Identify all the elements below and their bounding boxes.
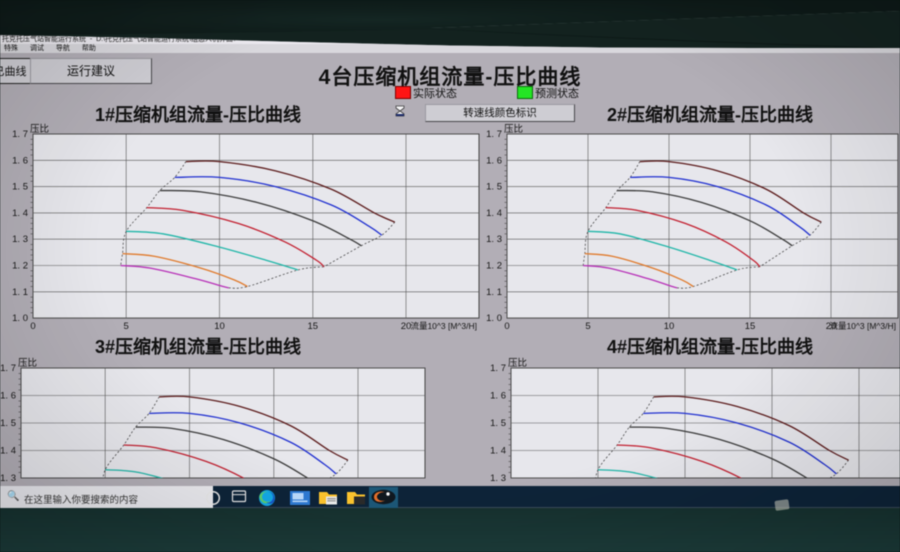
svg-text:1. 0: 1. 0 [12, 313, 28, 324]
svg-text:流量10^3 [M^3/H]: 流量10^3 [M^3/H] [829, 321, 896, 331]
svg-text:1. 3: 1. 3 [12, 234, 28, 245]
svg-text:10: 10 [214, 321, 225, 332]
svg-text:1. 5: 1. 5 [486, 182, 502, 193]
svg-text:0: 0 [504, 321, 509, 332]
svg-text:5: 5 [585, 321, 590, 332]
svg-text:1. 3: 1. 3 [486, 234, 502, 245]
svg-text:5: 5 [124, 321, 129, 332]
svg-text:1. 0: 1. 0 [486, 313, 502, 324]
svg-text:1. 3: 1. 3 [490, 473, 506, 484]
svg-text:1. 7: 1. 7 [0, 363, 16, 374]
svg-text:1. 7: 1. 7 [486, 129, 502, 140]
svg-text:1. 5: 1. 5 [0, 418, 16, 429]
svg-text:1. 6: 1. 6 [486, 155, 502, 166]
svg-text:1. 6: 1. 6 [0, 391, 16, 402]
svg-text:1. 3: 1. 3 [0, 473, 16, 484]
svg-text:1. 5: 1. 5 [490, 418, 506, 429]
svg-text:1. 4: 1. 4 [490, 446, 506, 457]
svg-text:压比: 压比 [508, 357, 527, 369]
svg-text:15: 15 [308, 321, 319, 332]
svg-text:1. 1: 1. 1 [12, 287, 28, 298]
svg-text:1. 4: 1. 4 [486, 208, 502, 219]
svg-text:1. 5: 1. 5 [12, 182, 28, 193]
svg-text:1. 2: 1. 2 [12, 261, 28, 272]
svg-text:压比: 压比 [504, 123, 523, 135]
svg-text:1. 4: 1. 4 [0, 446, 16, 457]
svg-text:压比: 压比 [18, 357, 37, 369]
svg-text:流量10^3 [M^3/H]: 流量10^3 [M^3/H] [410, 321, 477, 331]
svg-text:1. 1: 1. 1 [486, 287, 502, 298]
svg-text:压比: 压比 [30, 123, 49, 135]
svg-text:1. 7: 1. 7 [490, 363, 506, 374]
svg-text:1. 7: 1. 7 [12, 129, 28, 140]
svg-text:10: 10 [664, 321, 675, 332]
svg-text:0: 0 [30, 321, 35, 332]
svg-text:1. 2: 1. 2 [486, 261, 502, 272]
svg-text:15: 15 [745, 321, 756, 332]
svg-text:1. 6: 1. 6 [12, 155, 28, 166]
svg-text:1. 6: 1. 6 [490, 391, 506, 402]
svg-text:1. 4: 1. 4 [12, 208, 28, 219]
